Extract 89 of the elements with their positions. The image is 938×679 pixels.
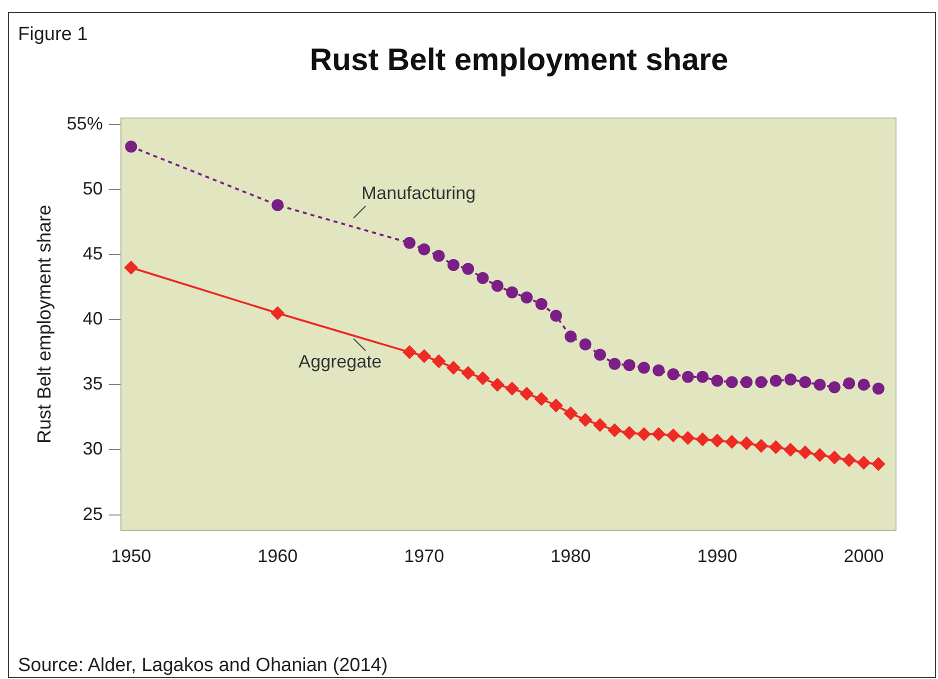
point [506, 286, 518, 298]
point [856, 456, 871, 470]
point [564, 406, 578, 420]
point [843, 377, 856, 390]
point [418, 243, 430, 256]
point [754, 438, 768, 453]
point [578, 412, 592, 427]
point [461, 366, 476, 380]
series-label: Manufacturing [362, 182, 476, 203]
point [447, 259, 460, 272]
point [404, 236, 416, 249]
y-tick-label: 45 [82, 244, 103, 264]
point [417, 349, 432, 364]
point [783, 442, 798, 457]
x-tick-label: 1970 [404, 546, 444, 566]
point [872, 382, 884, 395]
point [740, 376, 753, 388]
caption: Figure 1 [18, 24, 88, 46]
point [696, 370, 709, 383]
point [564, 330, 577, 343]
point [608, 423, 622, 438]
x-tick-label: 2000 [844, 546, 884, 566]
x-tick-label: 1960 [258, 546, 298, 566]
point [696, 432, 710, 446]
point [476, 272, 489, 284]
point [270, 306, 285, 320]
point [594, 348, 606, 361]
point [827, 450, 842, 465]
point [432, 250, 445, 262]
x-tick-label: 1990 [697, 546, 738, 566]
point [622, 426, 636, 440]
point [608, 358, 621, 370]
point [799, 376, 812, 388]
y-tick-label: 30 [82, 438, 103, 459]
point [755, 376, 768, 388]
point [579, 338, 592, 350]
y-tick-label: 50 [82, 178, 103, 199]
point [125, 140, 138, 153]
point [710, 434, 724, 448]
point [446, 360, 460, 375]
point [549, 398, 564, 413]
point [520, 386, 534, 401]
point [682, 370, 694, 383]
point [871, 457, 886, 472]
point [858, 378, 870, 391]
point [124, 260, 138, 275]
point [726, 376, 738, 388]
point [784, 373, 796, 386]
point [476, 371, 490, 386]
point [550, 310, 562, 322]
point [636, 427, 651, 442]
point [623, 359, 636, 372]
point [490, 378, 504, 392]
y-tick-label: 55% [66, 113, 103, 134]
y-axis-title: Rust Belt employment share [34, 204, 56, 444]
point [724, 434, 739, 449]
point [680, 431, 695, 446]
point [505, 382, 520, 396]
series-label: Aggregate [298, 352, 382, 372]
point [711, 374, 724, 387]
point [652, 364, 665, 376]
y-tick-label: 40 [82, 308, 103, 329]
point [520, 292, 533, 304]
chart-title: Rust Belt employment share [308, 42, 730, 78]
point [666, 428, 680, 442]
point [740, 436, 754, 450]
point [402, 345, 416, 360]
point [768, 440, 783, 454]
point [667, 368, 680, 380]
y-tick-label: 35 [82, 374, 103, 394]
point [812, 448, 827, 462]
point [491, 280, 504, 292]
x-tick-label: 1950 [111, 546, 152, 566]
point [798, 445, 812, 460]
point [652, 427, 666, 442]
y-tick-label: 25 [82, 504, 103, 524]
point [638, 362, 650, 374]
point [842, 453, 856, 468]
point [828, 381, 840, 394]
point [272, 199, 284, 212]
point [593, 418, 607, 432]
point [534, 392, 548, 406]
point [770, 374, 782, 387]
point [432, 354, 446, 368]
source-note: Source: Alder, Lagakos and Ohanian (2014) [18, 655, 388, 677]
point [814, 378, 826, 391]
point [535, 298, 548, 310]
x-tick-label: 1980 [550, 546, 591, 566]
point [462, 262, 474, 275]
